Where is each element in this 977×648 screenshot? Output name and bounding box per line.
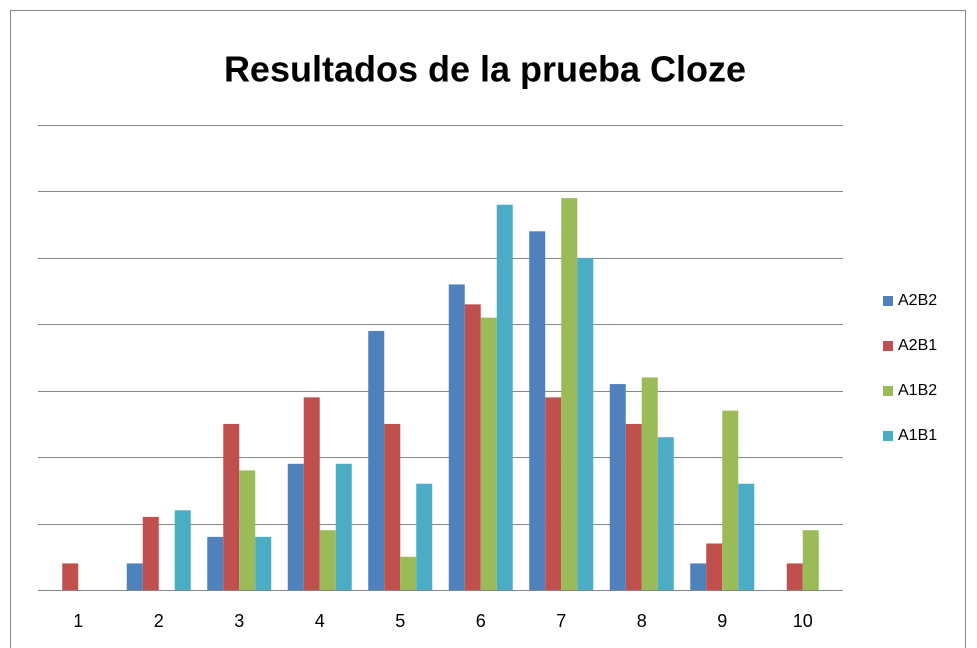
- legend-swatch: [883, 341, 893, 351]
- bar: [416, 483, 433, 590]
- x-tick-label: 9: [717, 611, 727, 631]
- bar: [303, 397, 320, 590]
- bar: [384, 423, 401, 590]
- legend-swatch: [883, 431, 893, 441]
- x-tick-label: 5: [395, 611, 405, 631]
- x-tick-label: 4: [315, 611, 325, 631]
- bar: [625, 423, 642, 590]
- bar: [255, 536, 272, 590]
- bar: [609, 384, 626, 590]
- bar: [529, 231, 546, 591]
- bar: [126, 563, 143, 590]
- bar: [690, 563, 707, 590]
- x-tick-label: 8: [637, 611, 647, 631]
- bar: [223, 423, 240, 590]
- legend-swatch: [883, 386, 893, 396]
- bar: [448, 284, 465, 590]
- chart-title: Resultados de la prueba Cloze: [224, 49, 746, 90]
- bar: [62, 563, 79, 590]
- bar: [802, 530, 819, 590]
- bar: [545, 397, 562, 590]
- bar: [368, 330, 385, 590]
- bar: [142, 516, 159, 590]
- bar: [561, 198, 578, 591]
- legend-label: A2B1: [898, 337, 937, 354]
- bar: [335, 463, 352, 590]
- bar: [738, 483, 755, 590]
- bar: [319, 530, 336, 590]
- x-tick-label: 1: [73, 611, 83, 631]
- legend-swatch: [883, 296, 893, 306]
- bar: [786, 563, 803, 590]
- x-tick-label: 6: [476, 611, 486, 631]
- bar: [174, 510, 191, 590]
- bar: [287, 463, 304, 590]
- bar: [239, 470, 256, 590]
- bar: [657, 437, 674, 590]
- bar: [722, 410, 739, 590]
- legend-label: A2B2: [898, 292, 937, 309]
- bar: [641, 377, 658, 590]
- bar: [464, 304, 481, 590]
- x-tick-label: 7: [556, 611, 566, 631]
- legend-label: A1B2: [898, 382, 937, 399]
- bar: [400, 556, 417, 590]
- x-tick-label: 2: [154, 611, 164, 631]
- bar: [577, 257, 594, 590]
- x-tick-label: 10: [793, 611, 813, 631]
- legend-label: A1B1: [898, 427, 937, 444]
- bar: [207, 536, 224, 590]
- bar: [480, 317, 497, 590]
- x-tick-label: 3: [234, 611, 244, 631]
- bar: [706, 543, 723, 590]
- bar: [496, 204, 513, 590]
